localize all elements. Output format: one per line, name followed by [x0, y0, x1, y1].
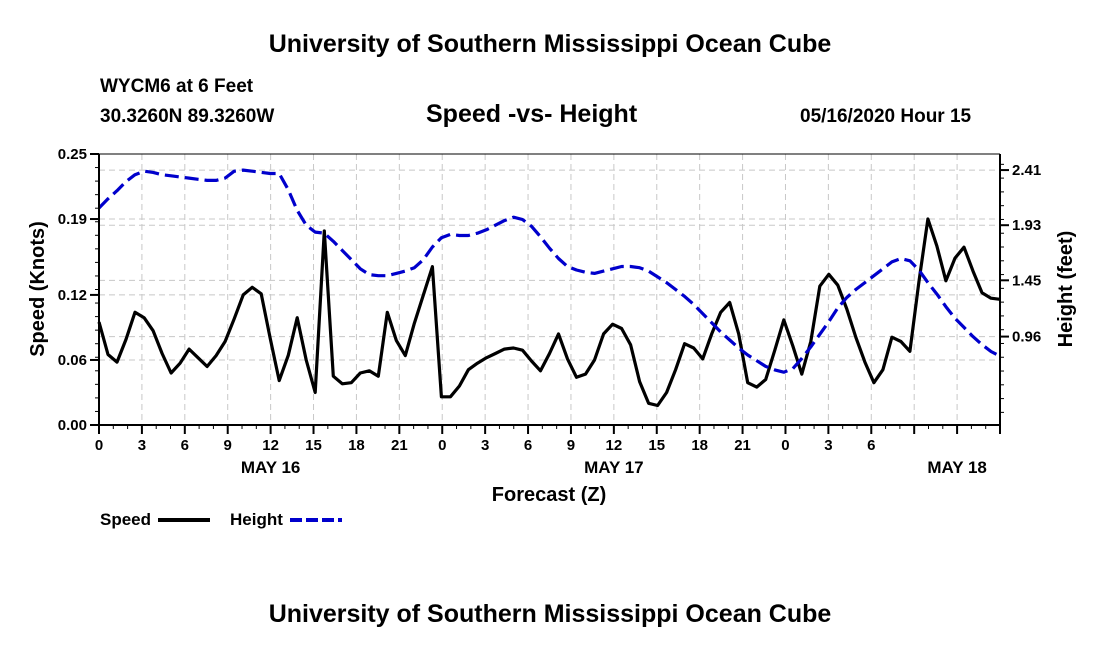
x-tick-label: 18: [348, 437, 365, 454]
y-right-tick-label: 1.93: [1012, 217, 1041, 234]
x-tick-label: 6: [181, 437, 189, 454]
x-tick-label: 6: [867, 437, 875, 454]
x-tick-label: 0: [781, 437, 789, 454]
date-label: MAY 18: [927, 458, 987, 477]
page-title: University of Southern Mississippi Ocean…: [268, 30, 832, 58]
x-tick-label: 18: [691, 437, 708, 454]
y-axis-right-label: Height (feet): [1055, 231, 1077, 348]
x-tick-label: 9: [224, 437, 232, 454]
x-axis-label: Forecast (Z): [492, 484, 606, 506]
y-right-tick-label: 2.41: [1012, 162, 1041, 179]
x-tick-label: 12: [262, 437, 279, 454]
footer-title: University of Southern Mississippi Ocean…: [268, 600, 832, 628]
y-left-tick-label: 0.12: [58, 287, 87, 304]
station-label: WYCM6 at 6 Feet: [100, 76, 254, 97]
y-right-tick-label: 0.96: [1012, 329, 1041, 346]
timestamp-label: 05/16/2020 Hour 15: [800, 106, 972, 127]
y-axis-left-label: Speed (Knots): [27, 221, 49, 357]
y-left-tick-label: 0.25: [58, 146, 87, 163]
legend: Speed Height: [100, 510, 342, 529]
x-tick-label: 3: [481, 437, 489, 454]
x-tick-label: 3: [138, 437, 146, 454]
date-label: MAY 17: [584, 458, 644, 477]
x-tick-label: 9: [567, 437, 575, 454]
x-tick-label: 15: [305, 437, 322, 454]
x-tick-label: 6: [524, 437, 532, 454]
legend-label-speed: Speed: [100, 510, 151, 529]
legend-label-height: Height: [230, 510, 283, 529]
coordinates-label: 30.3260N 89.3260W: [100, 106, 275, 127]
x-tick-label: 15: [648, 437, 665, 454]
date-label: MAY 16: [241, 458, 301, 477]
height-series-line: [97, 168, 1001, 374]
y-left-tick-label: 0.00: [58, 417, 87, 434]
x-tick-label: 21: [734, 437, 751, 454]
x-tick-label: 0: [438, 437, 446, 454]
x-tick-label: 12: [606, 437, 623, 454]
x-tick-label: 3: [824, 437, 832, 454]
y-left-tick-label: 0.06: [58, 352, 87, 369]
x-tick-label: 0: [95, 437, 103, 454]
speed-series-line: [97, 217, 1001, 408]
y-left-tick-label: 0.19: [58, 211, 87, 228]
y-right-tick-label: 1.45: [1012, 272, 1041, 289]
chart-subtitle: Speed -vs- Height: [426, 100, 638, 128]
x-tick-label: 21: [391, 437, 408, 454]
